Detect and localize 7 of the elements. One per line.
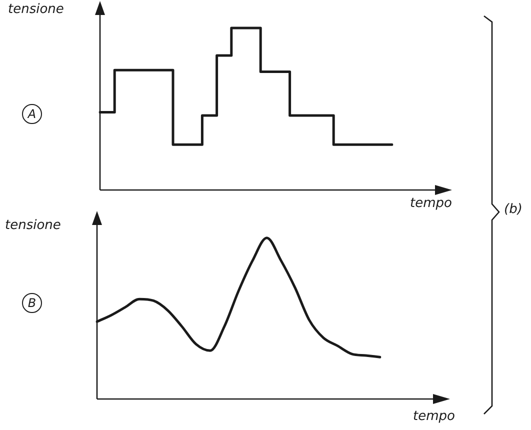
y-axis-title: tensione: [8, 2, 64, 17]
text: (b): [504, 202, 522, 217]
x-axis-title: tempo: [410, 196, 452, 211]
text: B: [22, 293, 42, 313]
x-axis-title: tempo: [413, 409, 455, 424]
y-axis-title: tensione: [5, 218, 61, 233]
text: A: [22, 104, 42, 124]
